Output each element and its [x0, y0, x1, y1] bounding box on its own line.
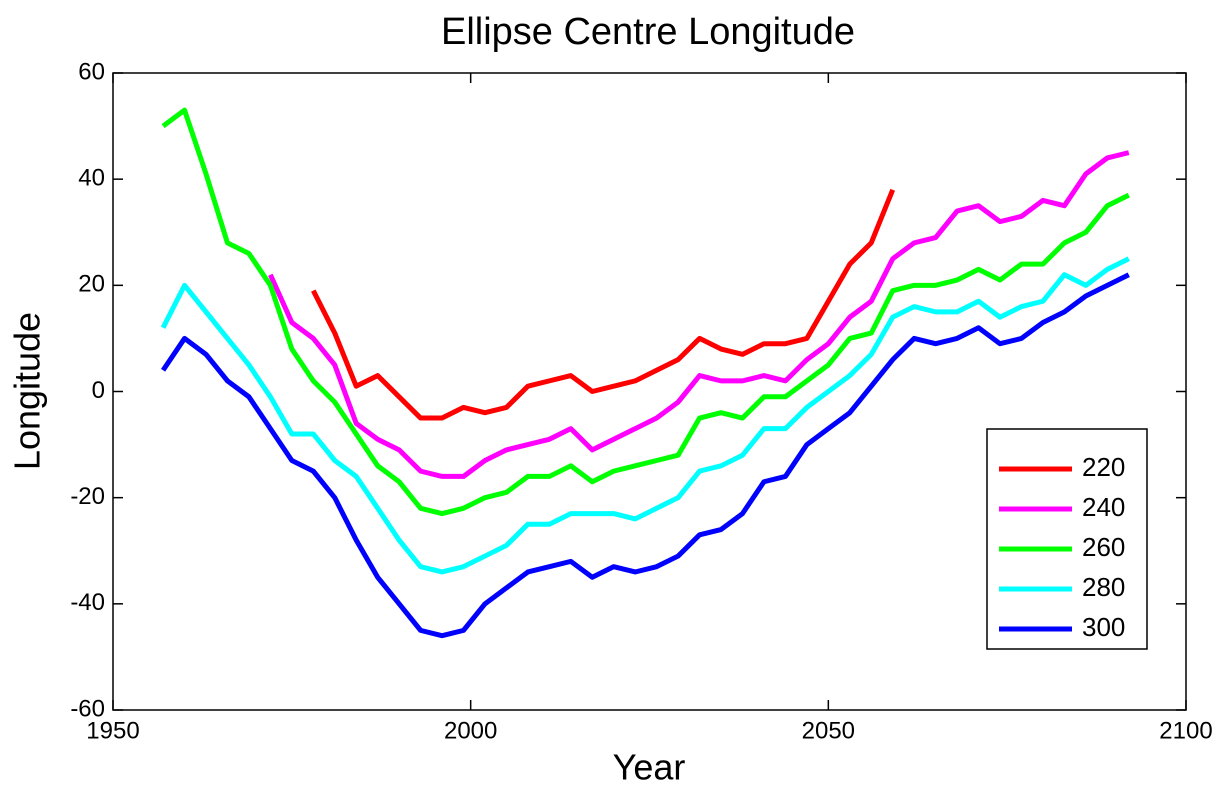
series-line: [160, 256, 1130, 575]
legend-label: 300: [1082, 612, 1125, 642]
series-line: [311, 188, 896, 421]
x-tick-label: 1950: [86, 717, 139, 744]
legend-label: 240: [1082, 492, 1125, 522]
x-tick-label: 2050: [802, 717, 855, 744]
y-tick-label: 0: [92, 377, 105, 404]
legend-label: 280: [1082, 572, 1125, 602]
y-tick-label: 60: [78, 58, 105, 85]
legend-label: 220: [1082, 452, 1125, 482]
chart-title: Ellipse Centre Longitude: [441, 11, 855, 53]
legend-label: 260: [1082, 532, 1125, 562]
y-axis-label: Longitude: [7, 312, 48, 470]
series-line: [160, 272, 1130, 639]
y-tick-label: -60: [70, 695, 105, 722]
legend-box: [986, 428, 1148, 650]
series-line: [268, 150, 1130, 479]
x-axis-label: Year: [613, 747, 686, 788]
y-tick-label: -40: [70, 589, 105, 616]
x-tick-label: 2000: [444, 717, 497, 744]
series-line: [161, 107, 1130, 517]
y-tick-label: 40: [78, 165, 105, 192]
y-tick-label: -20: [70, 483, 105, 510]
x-tick-label: 2100: [1159, 717, 1212, 744]
y-tick-label: 20: [78, 271, 105, 298]
